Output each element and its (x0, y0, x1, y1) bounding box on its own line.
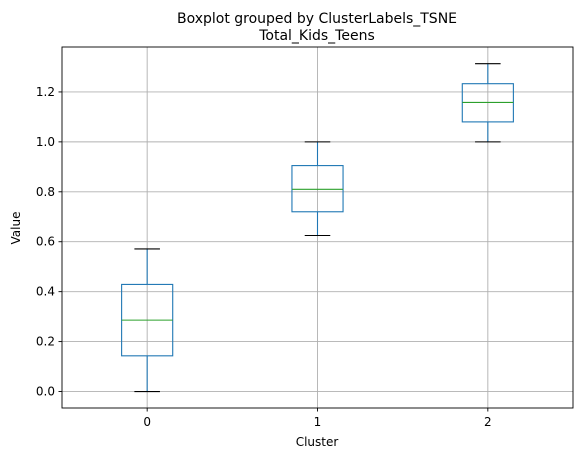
chart-title: Total_Kids_Teens (258, 28, 375, 44)
x-tick-label: 1 (314, 415, 322, 429)
x-tick-label: 0 (143, 415, 151, 429)
y-tick-label: 1.2 (36, 85, 55, 99)
y-tick-label: 0.4 (36, 285, 55, 299)
x-axis-label: Cluster (296, 435, 339, 449)
box-iqr (291, 165, 344, 213)
y-tick-label: 0.8 (36, 185, 55, 199)
boxes (121, 63, 514, 393)
chart-suptitle: Boxplot grouped by ClusterLabels_TSNE (177, 11, 457, 27)
y-tick-label: 0.2 (36, 335, 55, 349)
x-tick-label: 2 (484, 415, 492, 429)
y-axis-label: Value (9, 212, 23, 245)
y-tick-label: 0.6 (36, 235, 55, 249)
y-tick-label: 0.0 (36, 385, 55, 399)
axis-ticks: 0.0 0.2 0.4 0.6 0.8 1.0 1.2 0 1 2 (36, 85, 492, 429)
y-tick-label: 1.0 (36, 135, 55, 149)
